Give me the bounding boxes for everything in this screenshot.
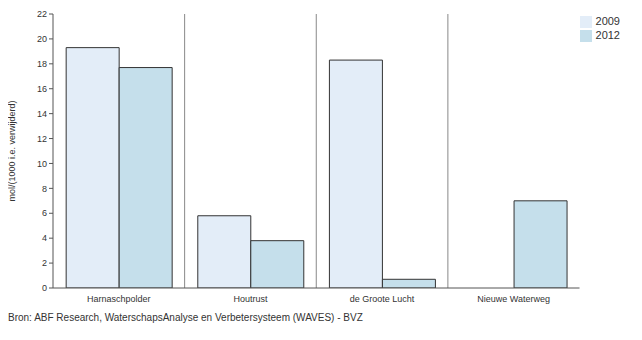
svg-text:Harnaschpolder: Harnaschpolder [87, 294, 151, 304]
svg-text:0: 0 [42, 283, 47, 293]
html-text:Bron: ABF Research, Waterschap: Bron: ABF Research, WaterschapsAnalyse e… [8, 312, 363, 323]
svg-text:mol/(1000 i.e. verwijderd): mol/(1000 i.e. verwijderd) [8, 100, 17, 201]
svg-text:Nieuwe Waterweg: Nieuwe Waterweg [477, 294, 550, 304]
html-text:2012: 2012 [595, 29, 620, 42]
svg-text:2: 2 [42, 258, 47, 268]
svg-text:12: 12 [37, 134, 47, 144]
svg-text:6: 6 [42, 208, 47, 218]
svg-text:20: 20 [37, 34, 47, 44]
svg-text:8: 8 [42, 184, 47, 194]
svg-text:14: 14 [37, 109, 47, 119]
svg-text:Houtrust: Houtrust [233, 294, 268, 304]
svg-text:22: 22 [37, 9, 47, 19]
html-text:2009: 2009 [595, 15, 620, 27]
svg-text:18: 18 [37, 59, 47, 69]
svg-text:4: 4 [42, 233, 47, 243]
svg-text:10: 10 [37, 159, 47, 169]
svg-text:16: 16 [37, 84, 47, 94]
svg-text:de Groote Lucht: de Groote Lucht [350, 294, 415, 304]
